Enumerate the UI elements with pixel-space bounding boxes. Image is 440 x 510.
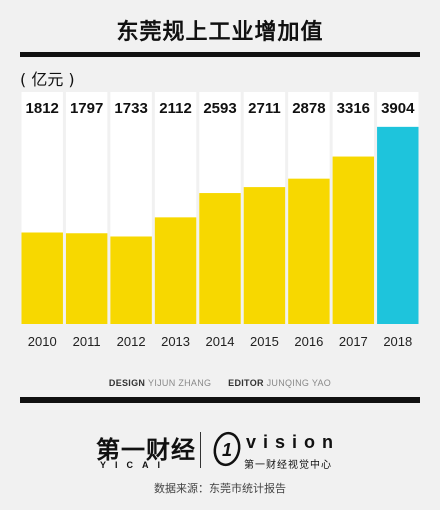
bar-2013 (154, 217, 197, 324)
yicai-logo-sub: YICAI (100, 460, 170, 470)
unit-label: ( 亿元 ) (20, 70, 75, 89)
vision-logo-word: vision (246, 432, 341, 452)
bar-2014 (199, 193, 241, 324)
bar-2010 (21, 232, 63, 324)
value-label-2018: 3904 (381, 100, 415, 117)
data-source: 数据来源：东莞市统计报告 (154, 482, 286, 495)
bar-chart: 1812 1797 1733 2112 2593 2711 2878 3316 3904 201… (21, 92, 419, 349)
x-tick-2016: 2016 (294, 334, 323, 349)
x-tick-2010: 2010 (28, 334, 57, 349)
bar-2016 (288, 178, 330, 324)
value-label-2017: 3316 (337, 100, 370, 117)
value-label-2011: 1797 (70, 100, 103, 117)
editor-credit: EDITOR JUNQING YAO (228, 378, 332, 388)
bar-2018 (377, 126, 419, 325)
chart-title: 东莞规上工业增加值 (116, 20, 324, 45)
x-tick-2011: 2011 (73, 334, 101, 349)
bottom-rule (20, 397, 420, 403)
logo-row: 第一财经 YICAI 1 vision 第一财经视觉中心 (0, 428, 440, 472)
value-label-2010: 1812 (26, 100, 59, 117)
bar-2011 (65, 233, 108, 324)
bar-2017 (332, 156, 375, 324)
x-tick-2012: 2012 (117, 334, 146, 349)
yicai-logo: 第一财经 (96, 436, 196, 464)
x-tick-2015: 2015 (250, 334, 279, 349)
value-label-2015: 2711 (248, 100, 281, 117)
value-label-2013: 2112 (159, 100, 192, 117)
bar-2015 (243, 187, 286, 324)
vision-mark-icon: 1 (213, 431, 241, 467)
design-credit: DESIGN YIJUN ZHANG (108, 378, 212, 388)
bar-2012 (110, 236, 152, 324)
x-tick-2017: 2017 (339, 334, 368, 349)
value-label-2014: 2593 (203, 100, 236, 117)
value-label-2016: 2878 (292, 100, 325, 117)
logo-separator (200, 432, 201, 468)
vision-logo-cn: 第一财经视觉中心 (244, 460, 332, 471)
x-tick-2014: 2014 (206, 334, 235, 349)
top-rule (20, 52, 420, 57)
vision-mark-text: 1 (222, 440, 232, 460)
x-tick-2018: 2018 (383, 334, 412, 349)
x-tick-2013: 2013 (161, 334, 190, 349)
credits: DESIGN YIJUN ZHANG EDITOR JUNQING YAO (0, 378, 440, 388)
value-label-2012: 1733 (114, 100, 147, 117)
